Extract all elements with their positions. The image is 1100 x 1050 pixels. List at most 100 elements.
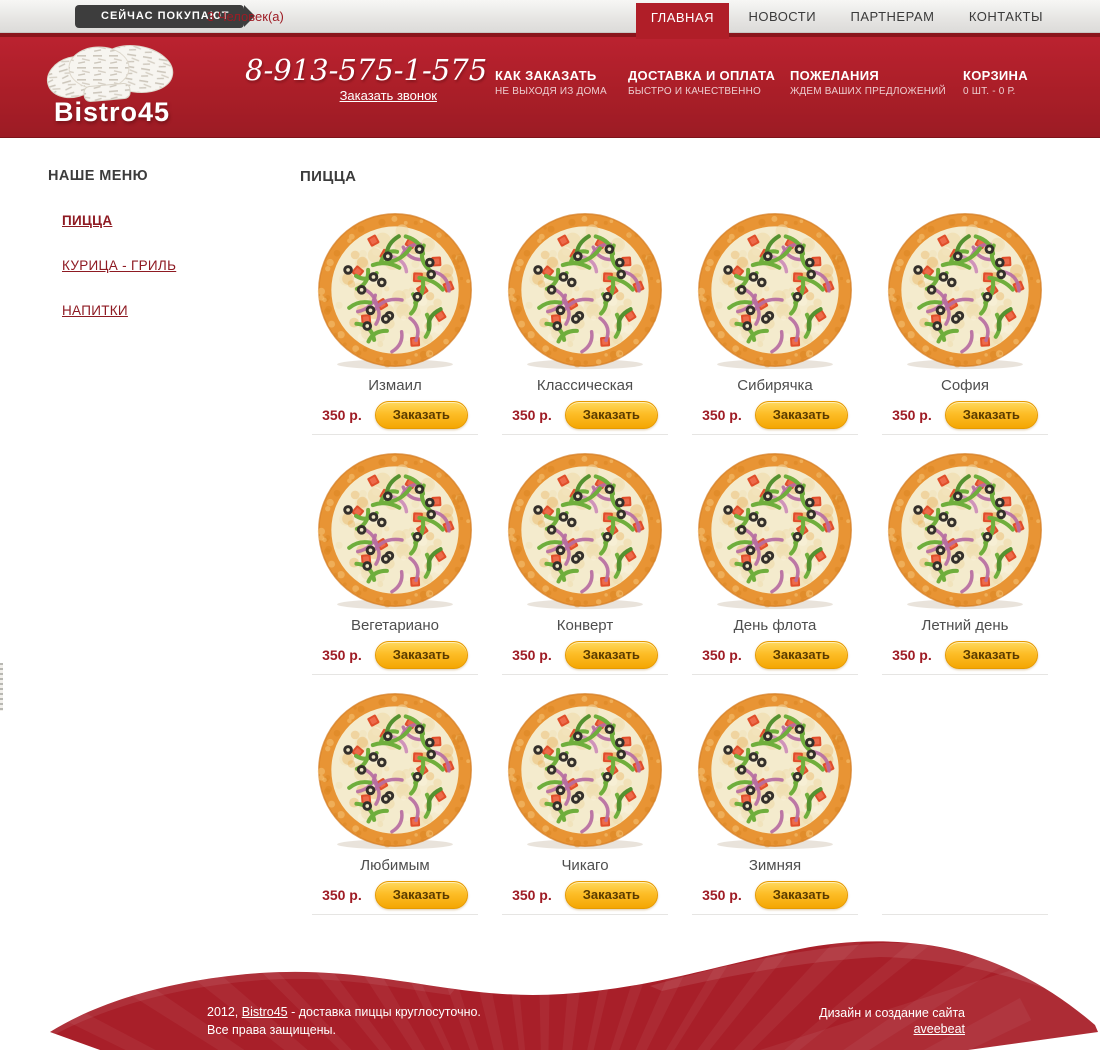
product-card: День флота 350 р. Заказать — [680, 435, 870, 675]
rights-text: Все права защищены. — [207, 1023, 337, 1037]
product-price: 350 р. — [702, 647, 742, 663]
page-body: НАШЕ МЕНЮ ПИЦЦА КУРИЦА - ГРИЛЬ НАПИТКИ П… — [0, 138, 1100, 915]
order-button[interactable]: Заказать — [944, 641, 1038, 669]
credit-link[interactable]: aveebeat — [913, 1022, 965, 1036]
nav-title: ДОСТАВКА И ОПЛАТА — [628, 68, 776, 83]
product-price: 350 р. — [512, 647, 552, 663]
chef-hat-icon — [46, 45, 174, 102]
pizza-image[interactable] — [883, 448, 1047, 614]
product-price: 350 р. — [892, 407, 932, 423]
order-button[interactable]: Заказать — [754, 881, 848, 909]
pizza-image[interactable] — [883, 208, 1047, 374]
product-listing: ПИЦЦА Измаил 350 р. Заказать Классическая… — [300, 138, 1060, 915]
page-title: ПИЦЦА — [300, 168, 357, 185]
product-card: Конверт 350 р. Заказать — [490, 435, 680, 675]
copyright: 2012, Bistro45 - доставка пиццы круглосу… — [207, 1003, 481, 1039]
pizza-image[interactable] — [313, 448, 477, 614]
header-nav-wishes[interactable]: ПОЖЕЛАНИЯ ЖДЕМ ВАШИХ ПРЕДЛОЖЕНИЙ — [790, 68, 946, 97]
copyright-year: 2012, — [207, 1005, 242, 1019]
product-name: Сибирячка — [737, 377, 813, 394]
product-price: 350 р. — [322, 407, 362, 423]
credits: Дизайн и создание сайта aveebeat — [819, 1005, 965, 1037]
footer-wave — [50, 941, 1098, 1050]
order-button[interactable]: Заказать — [564, 401, 658, 429]
pizza-image[interactable] — [313, 208, 477, 374]
header-nav-cart[interactable]: КОРЗИНА 0 ШТ. - 0 Р. — [963, 68, 1028, 97]
order-button[interactable]: Заказать — [754, 401, 848, 429]
product-card: Вегетариано 350 р. Заказать — [300, 435, 490, 675]
order-button[interactable]: Заказать — [564, 881, 658, 909]
now-buying-badge: СЕЙЧАС ПОКУПАЮТ — [75, 5, 255, 28]
top-utility-bar: СЕЙЧАС ПОКУПАЮТ 3 Человек(а) ГЛАВНАЯ НОВ… — [0, 0, 1100, 39]
pizza-image[interactable] — [503, 208, 667, 374]
product-price: 350 р. — [322, 887, 362, 903]
nav-subtitle: НЕ ВЫХОДЯ ИЗ ДОМА — [495, 86, 607, 97]
sidebar-item-drinks[interactable]: НАПИТКИ — [62, 303, 128, 318]
logo[interactable]: Bistro45 — [44, 41, 194, 128]
footer-site-link[interactable]: Bistro45 — [241, 1005, 288, 1019]
product-card: Классическая 350 р. Заказать — [490, 195, 680, 435]
product-price: 350 р. — [512, 887, 552, 903]
product-price: 350 р. — [702, 407, 742, 423]
topnav-partners[interactable]: ПАРТНЕРАМ — [850, 9, 935, 24]
cart-summary: 0 ШТ. - 0 Р. — [963, 86, 1016, 97]
topnav-news[interactable]: НОВОСТИ — [748, 9, 817, 24]
order-button[interactable]: Заказать — [564, 641, 658, 669]
product-card: Чикаго 350 р. Заказать — [490, 675, 680, 915]
product-card: София 350 р. Заказать — [870, 195, 1060, 435]
product-card: Зимняя 350 р. Заказать — [680, 675, 870, 915]
product-name: Чикаго — [561, 857, 609, 874]
pizza-image[interactable] — [503, 688, 667, 854]
product-card: Любимым 350 р. Заказать — [300, 675, 490, 915]
buyers-count: 3 Человек(а) — [207, 9, 284, 24]
nav-title: КАК ЗАКАЗАТЬ — [495, 68, 597, 83]
cart-title: КОРЗИНА — [963, 68, 1028, 83]
order-button[interactable]: Заказать — [374, 881, 468, 909]
product-name: День флота — [733, 617, 817, 634]
product-name: Летний день — [921, 617, 1009, 634]
empty-cell — [870, 675, 1060, 915]
product-price: 350 р. — [702, 887, 742, 903]
sidebar-item-pizza[interactable]: ПИЦЦА — [62, 213, 113, 228]
product-card: Сибирячка 350 р. Заказать — [680, 195, 870, 435]
top-navigation: ГЛАВНАЯ НОВОСТИ ПАРТНЕРАМ КОНТАКТЫ — [635, 0, 1058, 39]
header-nav-delivery[interactable]: ДОСТАВКА И ОПЛАТА БЫСТРО И КАЧЕСТВЕННО — [628, 68, 775, 97]
site-header: Bistro45 8-913-575-1-575 Заказать звонок… — [0, 33, 1100, 138]
sidebar-title: НАШЕ МЕНЮ — [48, 168, 148, 184]
callback-link[interactable]: Заказать звонок — [339, 88, 437, 103]
product-name: Конверт — [556, 617, 614, 634]
phone-number: 8-913-575-1-575 — [245, 53, 488, 87]
credit-text: Дизайн и создание сайта — [819, 1006, 965, 1020]
order-button[interactable]: Заказать — [374, 401, 468, 429]
product-name: Вегетариано — [350, 617, 440, 634]
pizza-image[interactable] — [693, 688, 857, 854]
nav-title: ПОЖЕЛАНИЯ — [790, 68, 879, 83]
header-nav-how-to-order[interactable]: КАК ЗАКАЗАТЬ НЕ ВЫХОДЯ ИЗ ДОМА — [495, 68, 607, 97]
sidebar-item-grill-chicken[interactable]: КУРИЦА - ГРИЛЬ — [62, 258, 177, 273]
logo-text: Bistro45 — [54, 97, 171, 127]
product-name: Любимым — [360, 857, 430, 874]
site-footer: 2012, Bistro45 - доставка пиццы круглосу… — [0, 920, 1100, 1050]
product-name: Измаил — [368, 377, 422, 394]
product-price: 350 р. — [892, 647, 932, 663]
product-name: Зимняя — [748, 857, 802, 874]
pizza-image[interactable] — [313, 688, 477, 854]
order-button[interactable]: Заказать — [374, 641, 468, 669]
copyright-text: - доставка пиццы круглосуточно. — [287, 1005, 481, 1019]
product-card: Летний день 350 р. Заказать — [870, 435, 1060, 675]
order-button[interactable]: Заказать — [944, 401, 1038, 429]
phone-block: 8-913-575-1-575 Заказать звонок — [245, 53, 488, 105]
sidebar-menu: НАШЕ МЕНЮ ПИЦЦА КУРИЦА - ГРИЛЬ НАПИТКИ — [48, 138, 300, 915]
pizza-image[interactable] — [693, 208, 857, 374]
product-price: 350 р. — [512, 407, 552, 423]
topnav-contacts[interactable]: КОНТАКТЫ — [968, 9, 1043, 24]
topnav-home[interactable]: ГЛАВНАЯ — [635, 3, 729, 39]
order-button[interactable]: Заказать — [754, 641, 848, 669]
pizza-image[interactable] — [503, 448, 667, 614]
product-card: Измаил 350 р. Заказать — [300, 195, 490, 435]
pizza-image[interactable] — [693, 448, 857, 614]
nav-subtitle: БЫСТРО И КАЧЕСТВЕННО — [628, 86, 761, 97]
nav-subtitle: ЖДЕМ ВАШИХ ПРЕДЛОЖЕНИЙ — [790, 86, 946, 97]
left-edge-widget — [0, 663, 3, 711]
product-grid: Измаил 350 р. Заказать Классическая 350 р… — [300, 195, 1060, 915]
